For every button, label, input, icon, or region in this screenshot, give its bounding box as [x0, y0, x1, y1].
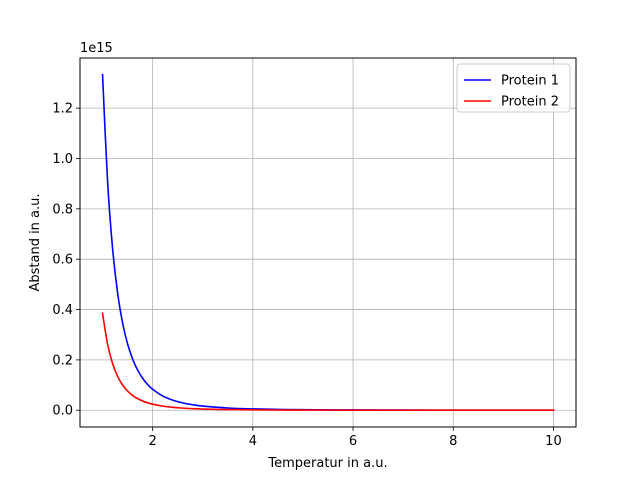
legend-box	[456, 63, 571, 113]
grid	[80, 58, 576, 427]
series-line-2	[101, 312, 555, 412]
y-tick-label: 0.2	[52, 353, 73, 368]
x-tick-label: 8	[449, 434, 457, 449]
x-tick-label: 6	[349, 434, 357, 449]
legend-label: Protein 2	[501, 95, 559, 110]
axis-ticks: 2 4 6 8 10 0.0 0.2 0.4 0.6 0.8 1.0 1.2	[52, 102, 561, 449]
legend: Protein 1 Protein 2	[456, 63, 571, 113]
x-tick-label: 4	[249, 434, 257, 449]
y-axis-label: Abstand in a.u.	[28, 193, 43, 291]
y-tick-label: 0.6	[52, 253, 73, 268]
plot-frame	[79, 57, 577, 428]
y-tick-label: 0.0	[52, 404, 73, 419]
y-tick-label: 0.8	[52, 202, 73, 217]
x-tick-label: 2	[149, 434, 157, 449]
y-offset-label: 1e15	[80, 41, 113, 56]
x-axis-label: Temperatur in a.u.	[267, 456, 387, 471]
x-tick-label: 10	[545, 434, 562, 449]
y-tick-label: 0.4	[52, 303, 73, 318]
series-lines	[101, 73, 555, 412]
y-tick-label: 1.2	[52, 102, 73, 117]
legend-label: Protein 1	[501, 74, 559, 89]
y-tick-label: 1.0	[52, 152, 73, 167]
